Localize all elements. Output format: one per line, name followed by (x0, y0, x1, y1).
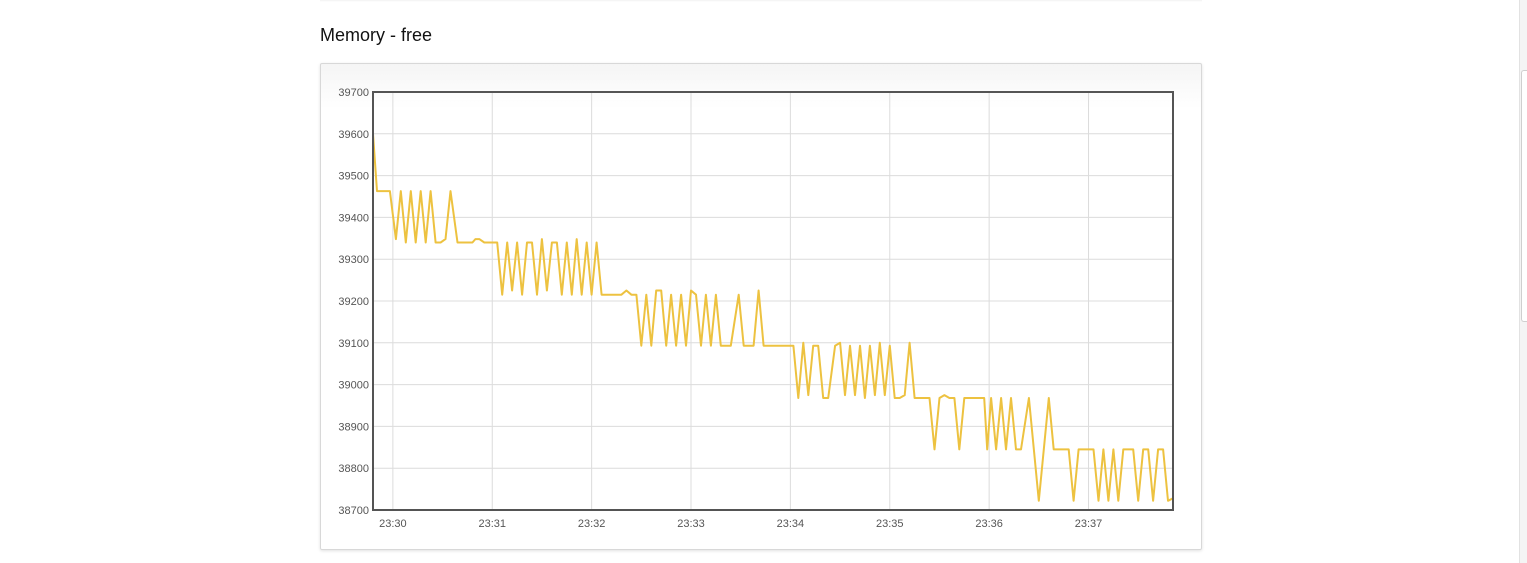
y-tick-label: 39300 (338, 254, 369, 266)
chart-panel: 38700 38800 38900 39000 39100 39200 39300 39400… (320, 63, 1202, 550)
y-tick-label: 38800 (338, 463, 369, 475)
series-layer (372, 133, 1174, 502)
plot-frame (372, 91, 1174, 511)
y-tick-label: 39400 (338, 212, 369, 224)
y-axis-ticks: 38700 38800 38900 39000 39100 39200 39300 39400… (338, 87, 369, 517)
x-tick-label: 23:34 (777, 518, 805, 530)
y-tick-label: 38700 (338, 505, 369, 517)
chart-section-title: Memory - free (320, 25, 433, 45)
x-axis-ticks: 23:30 23:31 23:32 23:33 23:34 23:35 23:36 23:37 (379, 518, 1102, 530)
y-tick-label: 39600 (338, 129, 369, 141)
top-divider (320, 0, 1202, 2)
scrollbar-thumb[interactable] (1521, 70, 1527, 322)
memory-free-line-chart: 38700 38800 38900 39000 39100 39200 39300 39400… (338, 87, 1174, 530)
y-tick-label: 39500 (338, 171, 369, 183)
y-tick-label: 39000 (338, 380, 369, 392)
y-tick-label: 38900 (338, 421, 369, 433)
series-line-memory-free (372, 133, 1174, 502)
x-tick-label: 23:33 (677, 518, 705, 530)
x-tick-label: 23:37 (1075, 518, 1103, 530)
y-tick-label: 39700 (338, 87, 369, 99)
x-tick-label: 23:35 (876, 518, 904, 530)
x-tick-label: 23:32 (578, 518, 606, 530)
x-tick-label: 23:31 (478, 518, 506, 530)
y-tick-label: 39200 (338, 296, 369, 308)
x-tick-label: 23:36 (975, 518, 1003, 530)
x-tick-label: 23:30 (379, 518, 407, 530)
y-tick-label: 39100 (338, 338, 369, 350)
